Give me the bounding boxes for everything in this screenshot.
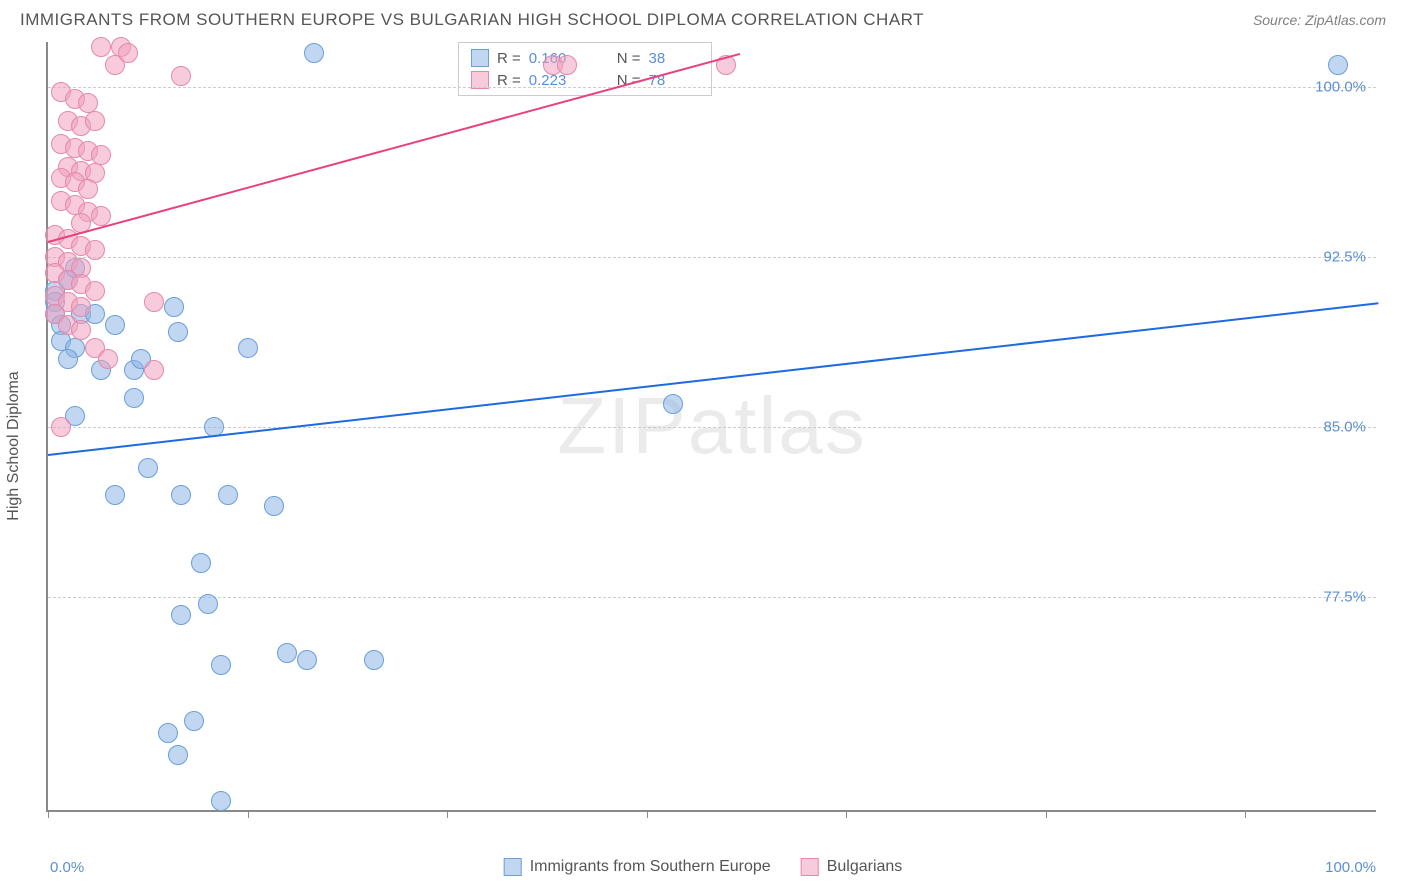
scatter-point bbox=[238, 338, 258, 358]
scatter-point bbox=[85, 281, 105, 301]
scatter-point bbox=[198, 594, 218, 614]
legend-n-value-2: 78 bbox=[649, 72, 699, 89]
scatter-point bbox=[304, 43, 324, 63]
chart-header: IMMIGRANTS FROM SOUTHERN EUROPE VS BULGA… bbox=[0, 0, 1406, 35]
scatter-point bbox=[264, 496, 284, 516]
legend-label-series1: Immigrants from Southern Europe bbox=[530, 858, 771, 876]
legend-series: Immigrants from Southern Europe Bulgaria… bbox=[504, 858, 903, 876]
scatter-point bbox=[91, 37, 111, 57]
x-tick bbox=[1245, 810, 1246, 818]
scatter-point bbox=[171, 66, 191, 86]
trend-line bbox=[48, 302, 1378, 456]
scatter-point bbox=[171, 485, 191, 505]
scatter-point bbox=[138, 458, 158, 478]
chart-plot-area: ZIPatlas R = 0.160 N = 38 R = 0.223 N = … bbox=[46, 42, 1376, 812]
x-tick bbox=[48, 810, 49, 818]
scatter-point bbox=[51, 417, 71, 437]
scatter-point bbox=[118, 43, 138, 63]
scatter-point bbox=[557, 55, 577, 75]
legend-swatch-series1-icon bbox=[471, 49, 489, 67]
scatter-point bbox=[218, 485, 238, 505]
x-axis-label-max: 100.0% bbox=[1325, 859, 1376, 876]
x-tick bbox=[846, 810, 847, 818]
scatter-point bbox=[663, 394, 683, 414]
gridline bbox=[48, 87, 1376, 88]
scatter-point bbox=[211, 791, 231, 811]
y-axis-title: High School Diploma bbox=[5, 371, 23, 520]
legend-label-series2: Bulgarians bbox=[827, 858, 903, 876]
legend-row-1: R = 0.160 N = 38 bbox=[471, 47, 699, 69]
scatter-point bbox=[78, 93, 98, 113]
scatter-point bbox=[71, 297, 91, 317]
legend-swatch-series2-icon bbox=[801, 858, 819, 876]
x-tick bbox=[1046, 810, 1047, 818]
scatter-point bbox=[364, 650, 384, 670]
scatter-point bbox=[124, 388, 144, 408]
y-tick-label: 100.0% bbox=[1315, 79, 1366, 96]
chart-source: Source: ZipAtlas.com bbox=[1253, 12, 1386, 28]
trend-line bbox=[48, 53, 740, 243]
scatter-point bbox=[184, 711, 204, 731]
scatter-point bbox=[105, 315, 125, 335]
y-tick-label: 77.5% bbox=[1323, 588, 1366, 605]
chart-title: IMMIGRANTS FROM SOUTHERN EUROPE VS BULGA… bbox=[20, 10, 924, 30]
scatter-point bbox=[58, 349, 78, 369]
scatter-point bbox=[144, 292, 164, 312]
scatter-point bbox=[191, 553, 211, 573]
x-tick bbox=[647, 810, 648, 818]
y-tick-label: 85.0% bbox=[1323, 419, 1366, 436]
x-tick bbox=[447, 810, 448, 818]
scatter-point bbox=[158, 723, 178, 743]
scatter-point bbox=[1328, 55, 1348, 75]
x-tick bbox=[248, 810, 249, 818]
legend-swatch-series1-icon bbox=[504, 858, 522, 876]
gridline bbox=[48, 597, 1376, 598]
scatter-point bbox=[277, 643, 297, 663]
scatter-point bbox=[85, 111, 105, 131]
scatter-point bbox=[98, 349, 118, 369]
scatter-point bbox=[164, 297, 184, 317]
legend-r-label: R = bbox=[497, 72, 521, 89]
scatter-point bbox=[78, 179, 98, 199]
scatter-point bbox=[171, 605, 191, 625]
scatter-point bbox=[144, 360, 164, 380]
scatter-point bbox=[168, 745, 188, 765]
x-axis-label-min: 0.0% bbox=[50, 859, 84, 876]
legend-item-series1: Immigrants from Southern Europe bbox=[504, 858, 771, 876]
scatter-point bbox=[105, 485, 125, 505]
legend-item-series2: Bulgarians bbox=[801, 858, 903, 876]
scatter-point bbox=[297, 650, 317, 670]
scatter-point bbox=[91, 145, 111, 165]
scatter-point bbox=[211, 655, 231, 675]
legend-n-value-1: 38 bbox=[649, 50, 699, 67]
scatter-point bbox=[168, 322, 188, 342]
legend-r-label: R = bbox=[497, 50, 521, 67]
scatter-point bbox=[71, 320, 91, 340]
scatter-point bbox=[85, 240, 105, 260]
gridline bbox=[48, 427, 1376, 428]
y-tick-label: 92.5% bbox=[1323, 249, 1366, 266]
gridline bbox=[48, 257, 1376, 258]
legend-n-label: N = bbox=[617, 50, 641, 67]
watermark: ZIPatlas bbox=[557, 380, 866, 472]
